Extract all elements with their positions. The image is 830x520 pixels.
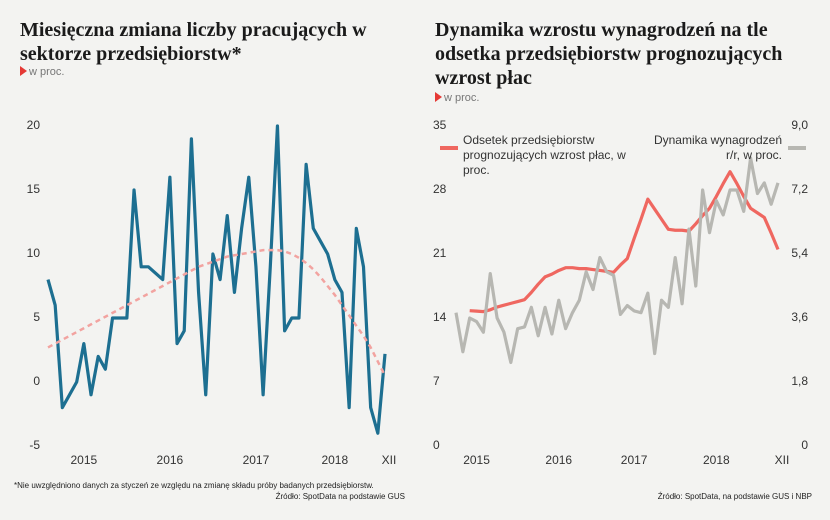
series-line <box>47 248 387 377</box>
y2-tick-label: 3,6 <box>791 310 808 324</box>
y-tick-label: 10 <box>27 246 41 260</box>
y-tick-label: 28 <box>433 182 447 196</box>
legend-label: Odsetek przedsiębiorstw prognozujących w… <box>463 133 626 177</box>
legend-label: Dynamika wynagrodzeń r/r, w proc. <box>653 133 782 162</box>
x-tick-label: 2018 <box>703 453 730 467</box>
series-line <box>46 124 387 435</box>
y2-tick-label: 0 <box>801 438 808 452</box>
y-tick-label: 15 <box>27 182 41 196</box>
y2-tick-label: 5,4 <box>791 246 808 260</box>
x-tick-label: 2015 <box>463 453 490 467</box>
x-tick-label: 2015 <box>70 453 97 467</box>
chart-title: Miesięczna zmiana liczby pracujących w s… <box>20 19 367 65</box>
y-tick-label: 7 <box>433 374 440 388</box>
x-tick-label: 2018 <box>321 453 348 467</box>
y-tick-label: 20 <box>27 118 41 132</box>
x-tick-label: XII <box>775 453 790 467</box>
y-tick-label: -5 <box>29 438 40 452</box>
source: Źródło: SpotData, na podstawie GUS i NBP <box>657 492 812 501</box>
series-line <box>454 156 780 365</box>
series-line <box>469 170 780 314</box>
y-tick-label: 35 <box>433 118 447 132</box>
x-tick-label: 2017 <box>621 453 648 467</box>
y-tick-label: 14 <box>433 310 447 324</box>
y2-tick-label: 7,2 <box>791 182 808 196</box>
chart-subtitle: w proc. <box>435 92 479 104</box>
y2-tick-label: 1,8 <box>791 374 808 388</box>
source: Źródło: SpotData na podstawie GUS <box>275 492 405 501</box>
y-tick-label: 0 <box>433 438 440 452</box>
y-tick-label: 5 <box>33 310 40 324</box>
y2-tick-label: 9,0 <box>791 118 808 132</box>
x-tick-label: 2017 <box>243 453 270 467</box>
chart-subtitle: w proc. <box>20 66 64 78</box>
x-tick-label: 2016 <box>157 453 184 467</box>
footnote: *Nie uwzględniono danych za styczeń ze w… <box>14 481 374 490</box>
x-tick-label: 2016 <box>545 453 572 467</box>
y-tick-label: 21 <box>433 246 447 260</box>
chart-title: Dynamika wzrostu wynagrodzeń na tle odse… <box>435 19 783 89</box>
y-tick-label: 0 <box>33 374 40 388</box>
x-tick-label: XII <box>382 453 397 467</box>
